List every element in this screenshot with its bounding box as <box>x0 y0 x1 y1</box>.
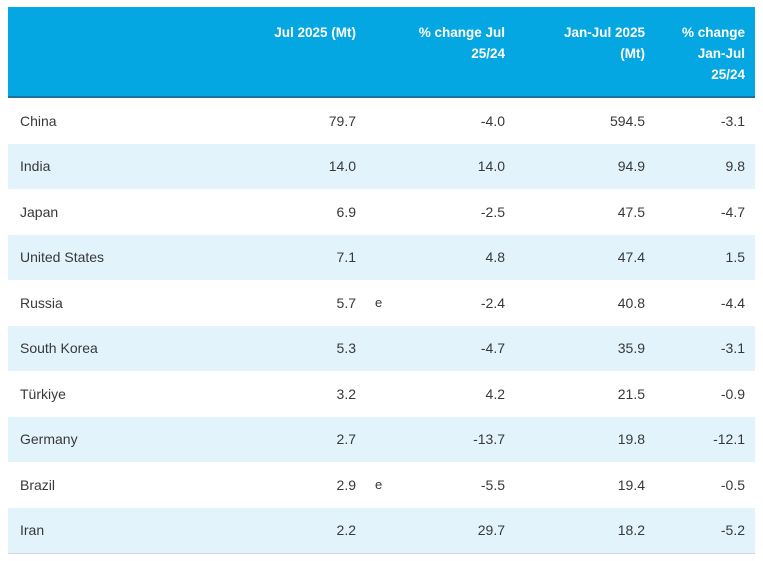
cell-country: China <box>20 112 57 129</box>
steel-production-table: Jul 2025 (Mt) % change Jul 25/24 Jan-Jul… <box>8 7 755 554</box>
cell-pct-jul: -4.0 <box>480 112 505 129</box>
cell-estimate-flag <box>356 326 396 372</box>
cell-estimate-flag <box>356 235 396 281</box>
cell-pct-jul: 4.2 <box>485 385 505 402</box>
cell-pct-janjul: -0.9 <box>720 385 745 402</box>
table-row-turkiye: Türkiye 3.2 4.2 21.5 -0.9 <box>8 371 755 417</box>
cell-jul-value: 2.9 <box>336 476 356 493</box>
cell-pct-jul: -5.5 <box>480 476 505 493</box>
cell-estimate-flag <box>356 144 396 190</box>
cell-pct-jul: 14.0 <box>477 158 505 175</box>
header-country <box>8 7 233 98</box>
cell-estimate-flag <box>356 417 396 463</box>
cell-pct-janjul: -4.4 <box>720 294 745 311</box>
cell-janjul-value: 594.5 <box>609 112 645 129</box>
cell-jul-value: 3.2 <box>336 385 356 402</box>
cell-pct-jul: -13.7 <box>473 431 505 448</box>
cell-country: South Korea <box>20 340 98 357</box>
cell-country: Japan <box>20 203 59 220</box>
table-row-iran: Iran 2.2 29.7 18.2 -5.2 <box>8 507 755 554</box>
cell-pct-janjul: -3.1 <box>720 112 745 129</box>
header-line: Jul 2025 (Mt) <box>274 25 356 40</box>
cell-pct-jul: -2.5 <box>480 203 505 220</box>
header-line: 25/24 <box>711 67 745 82</box>
header-pct-change-jul: % change Jul 25/24 <box>396 7 505 98</box>
cell-country: United States <box>20 249 105 266</box>
cell-jul-value: 5.3 <box>336 340 356 357</box>
cell-jul-value: 2.7 <box>336 431 356 448</box>
header-line: % change <box>681 25 745 40</box>
cell-janjul-value: 19.8 <box>617 431 645 448</box>
cell-country: India <box>20 158 51 175</box>
table-row-japan: Japan 6.9 -2.5 47.5 -4.7 <box>8 189 755 235</box>
table-row-brazil: Brazil 2.9 e -5.5 19.4 -0.5 <box>8 462 755 508</box>
cell-estimate-flag <box>356 371 396 417</box>
header-line: 25/24 <box>471 46 505 61</box>
cell-estimate-flag: e <box>375 295 383 311</box>
cell-janjul-value: 19.4 <box>617 476 645 493</box>
cell-pct-janjul: -12.1 <box>713 431 745 448</box>
header-row: Jul 2025 (Mt) % change Jul 25/24 Jan-Jul… <box>8 7 755 98</box>
cell-country: Russia <box>20 294 63 311</box>
header-line: Jan-Jul <box>697 46 745 61</box>
cell-jul-value: 2.2 <box>336 522 356 539</box>
header-pct-change-jan-jul: % change Jan-Jul 25/24 <box>645 7 755 98</box>
cell-jul-value: 7.1 <box>336 249 356 266</box>
header-note-col <box>356 7 396 98</box>
table-row-germany: Germany 2.7 -13.7 19.8 -12.1 <box>8 416 755 463</box>
cell-pct-jul: 29.7 <box>477 522 505 539</box>
cell-pct-janjul: -5.2 <box>720 522 745 539</box>
cell-pct-jul: -4.7 <box>480 340 505 357</box>
cell-jul-value: 5.7 <box>336 294 356 311</box>
cell-country: Iran <box>20 522 45 539</box>
cell-pct-jul: 4.8 <box>485 249 505 266</box>
cell-janjul-value: 18.2 <box>617 522 645 539</box>
header-line: Jan-Jul 2025 <box>563 25 645 40</box>
cell-pct-janjul: 9.8 <box>725 158 745 175</box>
cell-estimate-flag <box>356 508 396 554</box>
table-row-india: India 14.0 14.0 94.9 9.8 <box>8 143 755 190</box>
table-row-united-states: United States 7.1 4.8 47.4 1.5 <box>8 234 755 281</box>
cell-pct-janjul: -4.7 <box>720 203 745 220</box>
cell-pct-jul: -2.4 <box>480 294 505 311</box>
cell-country: Brazil <box>20 476 56 493</box>
table-row-south-korea: South Korea 5.3 -4.7 35.9 -3.1 <box>8 325 755 372</box>
header-line: % change Jul <box>418 25 505 40</box>
cell-country: Türkiye <box>20 385 66 402</box>
table-row-china: China 79.7 -4.0 594.5 -3.1 <box>8 97 755 144</box>
cell-country: Germany <box>20 431 78 448</box>
cell-estimate-flag: e <box>375 477 383 493</box>
cell-janjul-value: 35.9 <box>617 340 645 357</box>
cell-estimate-flag <box>356 97 396 144</box>
cell-pct-janjul: -0.5 <box>720 476 745 493</box>
cell-jul-value: 6.9 <box>336 203 356 220</box>
cell-estimate-flag <box>356 189 396 235</box>
header-jan-jul-2025: Jan-Jul 2025 (Mt) <box>505 7 645 98</box>
cell-pct-janjul: -3.1 <box>720 340 745 357</box>
cell-janjul-value: 47.5 <box>617 203 645 220</box>
cell-pct-janjul: 1.5 <box>725 249 745 266</box>
cell-janjul-value: 94.9 <box>617 158 645 175</box>
cell-janjul-value: 21.5 <box>617 385 645 402</box>
header-jul-2025: Jul 2025 (Mt) <box>233 7 356 98</box>
table-row-russia: Russia 5.7 e -2.4 40.8 -4.4 <box>8 280 755 326</box>
cell-jul-value: 14.0 <box>328 158 356 175</box>
cell-janjul-value: 47.4 <box>617 249 645 266</box>
header-line: (Mt) <box>620 46 645 61</box>
cell-jul-value: 79.7 <box>328 112 356 129</box>
cell-janjul-value: 40.8 <box>617 294 645 311</box>
